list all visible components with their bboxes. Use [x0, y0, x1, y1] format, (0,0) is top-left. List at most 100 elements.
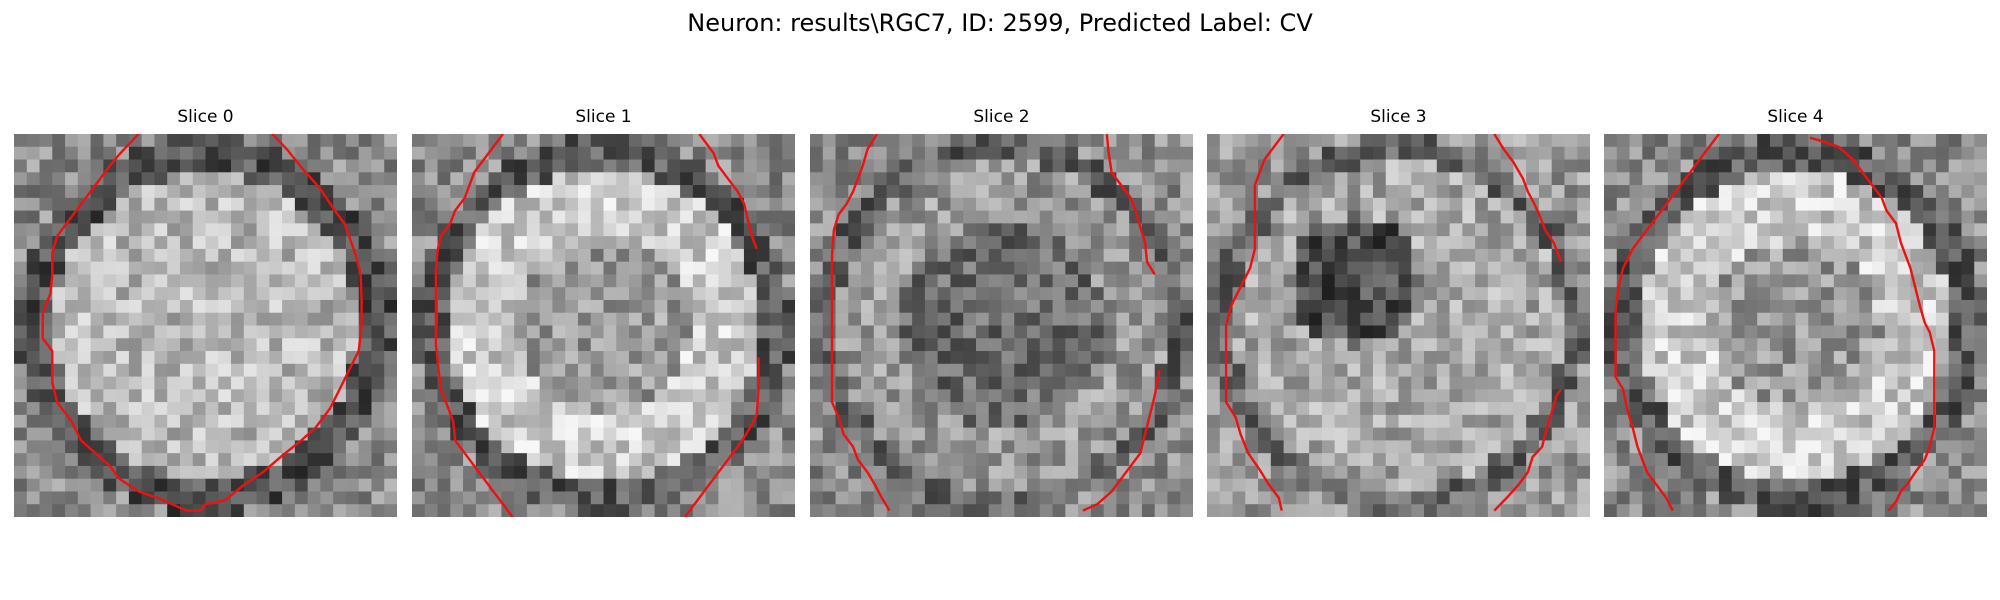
image-pixel [743, 376, 758, 390]
image-pixel [1795, 478, 1809, 493]
image-pixel [1372, 453, 1387, 467]
image-pixel [1258, 325, 1272, 339]
image-pixel [358, 465, 373, 480]
image-pixel [320, 427, 334, 441]
image-pixel [1052, 146, 1066, 161]
image-pixel [333, 274, 347, 288]
image-pixel [743, 491, 758, 505]
image-pixel [179, 453, 194, 467]
image-pixel [307, 236, 321, 250]
image-pixel [1321, 491, 1336, 505]
image-pixel [1846, 351, 1860, 365]
image-pixel [1207, 504, 1221, 517]
image-pixel [116, 197, 130, 212]
image-pixel [1154, 248, 1169, 263]
image-pixel [641, 465, 656, 480]
image-pixel [179, 299, 194, 314]
image-pixel [1808, 389, 1822, 403]
image-pixel [1487, 389, 1502, 403]
image-pixel [1039, 325, 1054, 339]
image-pixel [1718, 236, 1733, 250]
image-pixel [937, 402, 952, 416]
image-pixel [1219, 414, 1234, 429]
image-pixel [1245, 325, 1259, 339]
image-pixel [1616, 134, 1631, 148]
image-pixel [218, 504, 232, 517]
image-pixel [320, 172, 334, 186]
image-pixel [1258, 185, 1272, 199]
image-pixel [1706, 491, 1720, 505]
image-pixel [1321, 248, 1336, 263]
image-pixel [1757, 414, 1771, 429]
image-pixel [1897, 427, 1911, 441]
image-pixel [1859, 299, 1873, 314]
image-pixel [1398, 389, 1412, 403]
image-pixel [1141, 389, 1156, 403]
image-pixel [822, 440, 837, 454]
image-pixel [1424, 427, 1438, 441]
image-pixel [1372, 402, 1387, 416]
image-pixel [1258, 389, 1272, 403]
image-pixel [1731, 299, 1746, 314]
image-pixel [412, 402, 426, 416]
image-pixel [1167, 197, 1181, 212]
image-pixel [1078, 376, 1092, 390]
image-pixel [39, 414, 53, 429]
image-pixel [718, 159, 732, 173]
image-pixel [1718, 453, 1733, 467]
image-pixel [1513, 504, 1527, 517]
image-pixel [692, 274, 707, 288]
image-pixel [680, 351, 694, 365]
image-pixel [1526, 363, 1540, 378]
image-pixel [667, 363, 681, 378]
image-pixel [269, 299, 283, 314]
image-pixel [1577, 478, 1590, 493]
image-pixel [14, 376, 28, 390]
image-pixel [641, 146, 656, 161]
image-pixel [1808, 146, 1822, 161]
image-pixel [937, 504, 952, 517]
image-pixel [1027, 172, 1041, 186]
image-pixel [488, 389, 502, 403]
image-pixel [1538, 312, 1553, 327]
image-pixel [1487, 172, 1502, 186]
image-pixel [539, 312, 554, 327]
image-pixel [552, 363, 566, 378]
image-pixel [1859, 248, 1873, 263]
image-pixel [1782, 440, 1797, 454]
image-pixel [1462, 453, 1476, 467]
image-pixel [358, 146, 373, 161]
image-pixel [39, 197, 53, 212]
image-pixel [1538, 261, 1553, 276]
image-pixel [912, 465, 926, 480]
image-pixel [1078, 338, 1092, 352]
image-pixel [1680, 134, 1694, 148]
image-pixel [912, 363, 926, 378]
image-pixel [1795, 351, 1809, 365]
image-pixel [1667, 287, 1682, 301]
image-pixel [1782, 312, 1797, 327]
image-pixel [950, 440, 964, 454]
image-pixel [103, 389, 117, 403]
image-pixel [1232, 146, 1246, 161]
image-pixel [1693, 325, 1707, 339]
image-pixel [873, 159, 888, 173]
image-pixel [782, 185, 795, 199]
image-pixel [1309, 185, 1323, 199]
image-pixel [1207, 491, 1221, 505]
image-pixel [782, 223, 795, 237]
image-pixel [552, 236, 566, 250]
image-pixel [1027, 504, 1041, 517]
image-pixel [320, 312, 334, 327]
image-pixel [501, 363, 515, 378]
image-pixel [154, 427, 168, 441]
image-pixel [1821, 236, 1835, 250]
image-pixel [1884, 453, 1899, 467]
image-pixel [565, 146, 579, 161]
image-pixel [1052, 325, 1066, 339]
image-pixel [243, 248, 258, 263]
image-pixel [1833, 363, 1848, 378]
image-pixel [975, 465, 990, 480]
image-pixel [154, 210, 168, 224]
image-pixel [680, 363, 694, 378]
